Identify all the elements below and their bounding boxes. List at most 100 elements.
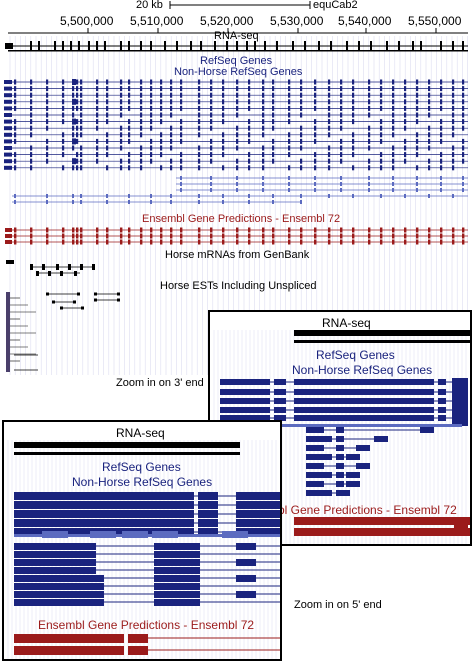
refseq-track-label: RefSeq Genes — [200, 55, 273, 67]
refseq-exon — [288, 165, 291, 171]
refseq-exon — [300, 158, 303, 164]
ensembl-exon — [5, 228, 12, 232]
refseq-exon — [352, 145, 355, 151]
nonhorse-exon — [352, 194, 354, 198]
ensembl-exon — [30, 233, 33, 239]
zoom5-rnaseq-label: RNA-seq — [116, 426, 165, 440]
refseq-exon — [160, 92, 163, 98]
refseq-exon — [416, 112, 419, 118]
refseq-exon — [404, 112, 407, 118]
ensembl-exon — [160, 233, 163, 239]
nonhorse-exon — [154, 559, 200, 566]
nonhorse-exon — [236, 543, 256, 550]
refseq-exon — [198, 152, 201, 158]
ensembl-exon — [392, 227, 395, 233]
refseq-exon — [438, 398, 446, 404]
refseq-exon — [262, 145, 265, 151]
refseq-exon — [170, 138, 173, 144]
refseq-exon — [180, 105, 183, 111]
nonhorse-exon — [346, 472, 360, 478]
est-track — [6, 292, 120, 372]
ensembl-exon — [14, 646, 124, 655]
ruler-tick-label: 5,510,000 — [130, 14, 184, 28]
refseq-exon — [294, 389, 434, 395]
refseq-exon — [14, 510, 194, 518]
refseq-exon — [150, 86, 153, 92]
nonhorse-exon — [128, 194, 130, 198]
refseq-exon — [210, 158, 213, 164]
rnaseq-exon — [120, 41, 122, 50]
refseq-exon — [314, 158, 317, 164]
refseq-exon — [262, 165, 265, 171]
rnaseq-block — [5, 43, 13, 49]
refseq-exon — [462, 79, 465, 85]
refseq-exon — [210, 112, 213, 118]
refseq-exon — [96, 119, 99, 125]
refseq-exon — [314, 152, 317, 158]
rnaseq-exon — [398, 41, 400, 50]
refseq-exon — [380, 92, 383, 98]
refseq-exon — [380, 79, 383, 85]
refseq-exon — [46, 119, 49, 125]
nonhorse-exon — [236, 559, 256, 566]
refseq-exon — [72, 86, 75, 92]
refseq-exon — [140, 125, 143, 131]
refseq-exon — [272, 152, 275, 158]
refseq-exon — [222, 152, 225, 158]
refseq-exon — [222, 92, 225, 98]
refseq-exon — [72, 112, 75, 118]
refseq-exon — [180, 165, 183, 171]
refseq-exon — [120, 158, 123, 164]
refseq-exon — [352, 165, 355, 171]
refseq-exon — [340, 119, 343, 125]
refseq-exon — [220, 379, 270, 385]
refseq-exon — [198, 132, 201, 138]
zoom5-refseq-label: RefSeq Genes — [102, 460, 181, 474]
refseq-exon — [198, 492, 218, 500]
refseq-exon — [392, 92, 395, 98]
refseq-exon — [272, 125, 275, 131]
refseq-exon — [222, 138, 225, 144]
refseq-exon — [438, 415, 446, 421]
nonhorse-exon — [262, 188, 264, 192]
nonhorse-exon — [428, 194, 430, 198]
ensembl-exon — [96, 227, 99, 233]
refseq-exon — [272, 92, 275, 98]
nonhorse-exon — [452, 194, 454, 198]
refseq-exon — [76, 125, 79, 131]
refseq-exon — [404, 99, 407, 105]
ensembl-exon — [222, 227, 225, 233]
refseq-exon — [328, 119, 331, 125]
ensembl-exon — [76, 227, 79, 233]
refseq-exon — [404, 92, 407, 98]
refseq-exon — [46, 138, 49, 144]
refseq-exon — [274, 407, 286, 413]
nonhorse-exon — [248, 200, 250, 204]
nonhorse-exon — [72, 200, 74, 204]
rnaseq-exon — [346, 41, 348, 50]
refseq-exon — [288, 86, 291, 92]
refseq-exon — [198, 79, 201, 85]
ensembl-exon — [416, 239, 419, 245]
refseq-exon — [428, 79, 431, 85]
refseq-exon — [160, 86, 163, 92]
refseq-exon — [76, 86, 79, 92]
est-exon — [81, 306, 84, 310]
refseq-exon — [106, 105, 109, 111]
refseq-exon — [416, 79, 419, 85]
rnaseq-track — [5, 41, 468, 52]
ensembl-exon — [5, 234, 12, 238]
refseq-exon — [198, 105, 201, 111]
refseq-exon — [272, 99, 275, 105]
refseq-exon — [452, 378, 468, 426]
scale-bar-label: 20 kb — [136, 0, 163, 11]
nonhorse-exon — [14, 551, 96, 558]
ensembl-exon — [368, 233, 371, 239]
ruler-tick-label: 5,550,000 — [408, 14, 462, 28]
refseq-exon — [462, 105, 465, 111]
refseq-exon — [236, 112, 239, 118]
rnaseq-exon — [276, 41, 278, 50]
refseq-exon — [368, 112, 371, 118]
est-exon — [94, 298, 97, 302]
ensembl-exon — [46, 233, 49, 239]
